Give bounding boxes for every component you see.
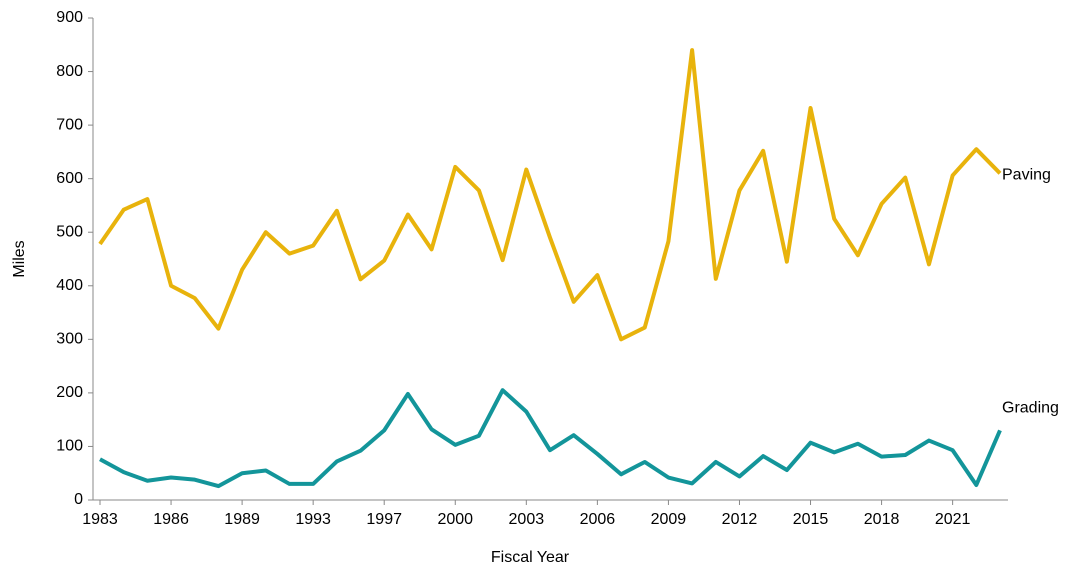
x-tick-label: 1983 <box>82 511 118 528</box>
x-tick-label: 1993 <box>295 511 331 528</box>
x-tick-label: 2009 <box>651 511 687 528</box>
series-line <box>98 48 1002 342</box>
x-axis-title: Fiscal Year <box>491 549 570 566</box>
x-tick-label: 2006 <box>580 511 616 528</box>
x-tick-label: 2012 <box>722 511 758 528</box>
series-label: Grading <box>1002 400 1059 417</box>
x-tick-label: 2000 <box>437 511 473 528</box>
y-tick-label: 800 <box>56 63 83 80</box>
y-tick-label: 300 <box>56 331 83 348</box>
series-label: Paving <box>1002 167 1051 184</box>
y-tick-label: 100 <box>56 438 83 455</box>
y-tick-label: 600 <box>56 170 83 187</box>
y-tick-label: 900 <box>56 9 83 26</box>
x-tick-label: 2021 <box>935 511 971 528</box>
y-tick-label: 0 <box>74 491 83 508</box>
y-tick-label: 400 <box>56 277 83 294</box>
series-line <box>99 388 1002 489</box>
x-tick-label: 1986 <box>153 511 189 528</box>
y-tick-label: 700 <box>56 116 83 133</box>
x-tick-label: 2018 <box>864 511 900 528</box>
y-tick-label: 200 <box>56 384 83 401</box>
y-tick-label: 500 <box>56 223 83 240</box>
x-tick-label: 1989 <box>224 511 260 528</box>
x-tick-label: 2015 <box>793 511 829 528</box>
x-tick-label: 1997 <box>366 511 402 528</box>
y-axis-title: Miles <box>11 240 28 277</box>
x-tick-label: 2003 <box>509 511 545 528</box>
